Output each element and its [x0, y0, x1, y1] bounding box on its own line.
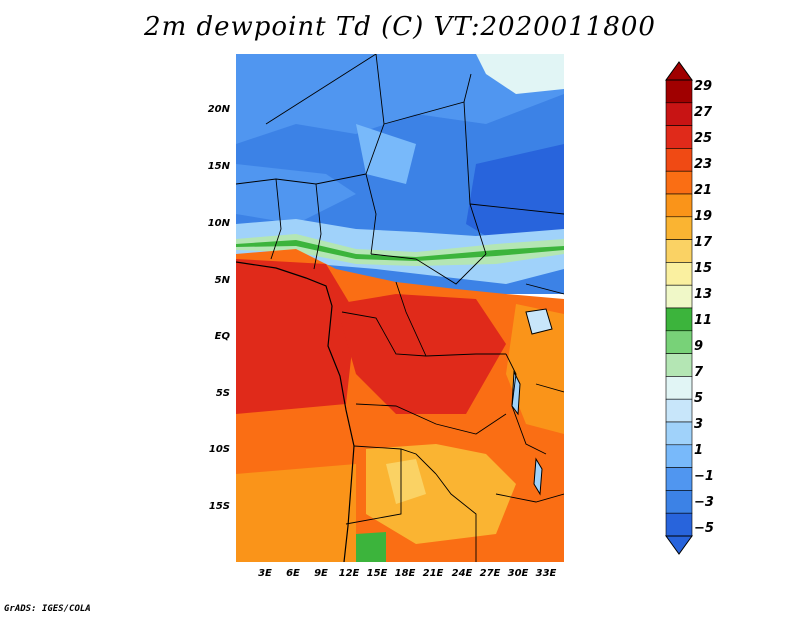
transition-dark-green: [236, 240, 564, 261]
colorbar-bottom-arrow: [665, 535, 693, 555]
grads-credit: GrADS: IGES/COLA: [4, 604, 91, 614]
colorbar-label-17: 17: [694, 235, 713, 250]
colorbar-label-19: 19: [694, 209, 713, 224]
lon-label-27e: 27E: [479, 568, 501, 579]
east-africa-orange: [506, 304, 564, 434]
lake-malawi: [533, 457, 543, 496]
colorbar-cell: [665, 512, 693, 537]
colorbar-cell: [665, 467, 693, 491]
lat-label-5s: 5S: [215, 388, 230, 399]
colorbar-cell: [665, 376, 693, 400]
colorbar-cell: [665, 490, 693, 514]
lon-label-6e: 6E: [286, 568, 300, 579]
colorbar-cell: [665, 330, 693, 354]
colorbar-cell: [665, 79, 693, 104]
south-green-patch: [356, 532, 386, 562]
colorbar-label-neg1: −1: [694, 469, 714, 484]
colorbar-label-3: 3: [694, 417, 704, 432]
colorbar-top-arrow: [665, 61, 693, 81]
colorbar-cell: [665, 148, 693, 172]
north-light-patch: [476, 54, 564, 94]
colorbar-label-9: 9: [694, 339, 704, 354]
lat-label-15n: 15N: [207, 161, 230, 172]
colorbar-cell: [665, 398, 693, 423]
colorbar-cell: [665, 444, 693, 468]
colorbar-cell: [665, 353, 693, 377]
colorbar-cell: [665, 193, 693, 218]
colorbar-cell: [665, 284, 693, 309]
colorbar-cell: [665, 216, 693, 240]
dewpoint-map: [236, 54, 564, 562]
colorbar-label-neg5: −5: [694, 521, 714, 536]
colorbar-cell: [665, 125, 693, 149]
colorbar-cell: [665, 307, 693, 332]
colorbar-cell: [665, 102, 693, 126]
country-borders: [236, 54, 564, 562]
lake-tanganyika: [511, 370, 521, 416]
colorbar-label-11: 11: [694, 313, 713, 328]
colorbar-label-27: 27: [694, 105, 713, 120]
colorbar-label-29: 29: [694, 79, 713, 94]
lon-label-12e: 12E: [338, 568, 360, 579]
lake-victoria: [525, 308, 553, 335]
west-blue-patch: [236, 164, 356, 224]
plateau-pale-patch: [386, 459, 426, 504]
lon-label-33e: 33E: [535, 568, 557, 579]
lat-label-10n: 10N: [207, 218, 230, 229]
map-plot-area: [236, 54, 564, 562]
colorbar-label-neg3: −3: [694, 495, 714, 510]
colorbar-label-23: 23: [694, 157, 713, 172]
colorbar-label-15: 15: [694, 261, 713, 276]
north-blue-band: [236, 54, 564, 144]
east-dry-patch: [466, 144, 564, 254]
congo-basin-red: [336, 294, 506, 414]
lon-label-30e: 30E: [507, 568, 529, 579]
colorbar-cell: [665, 421, 693, 446]
atlantic-coast-red: [236, 259, 356, 414]
lon-label-21e: 21E: [422, 568, 444, 579]
lat-label-eq: EQ: [214, 331, 230, 342]
lat-label-10s: 10S: [208, 444, 230, 455]
colorbar: [665, 61, 693, 555]
colorbar-label-13: 13: [694, 287, 713, 302]
colorbar-cell: [665, 170, 693, 195]
lon-label-24e: 24E: [451, 568, 473, 579]
map-title: 2m dewpoint Td (C) VT:2020011800: [144, 12, 656, 42]
coastline: [236, 261, 355, 562]
lat-label-20n: 20N: [207, 104, 230, 115]
colorbar-cell: [665, 239, 693, 263]
colorbar-label-5: 5: [694, 391, 704, 406]
colorbar-cell: [665, 262, 693, 286]
lon-label-9e: 9E: [314, 568, 328, 579]
lat-label-15s: 15S: [208, 501, 230, 512]
central-blue-patch: [356, 124, 416, 184]
lon-label-15e: 15E: [366, 568, 388, 579]
lon-label-3e: 3E: [258, 568, 272, 579]
colorbar-label-25: 25: [694, 131, 713, 146]
south-atlantic-orange: [236, 464, 356, 562]
lat-label-5n: 5N: [214, 275, 230, 286]
colorbar-label-21: 21: [694, 183, 713, 198]
colorbar-label-1: 1: [694, 443, 704, 458]
lon-label-18e: 18E: [394, 568, 416, 579]
colorbar-label-7: 7: [694, 365, 704, 380]
